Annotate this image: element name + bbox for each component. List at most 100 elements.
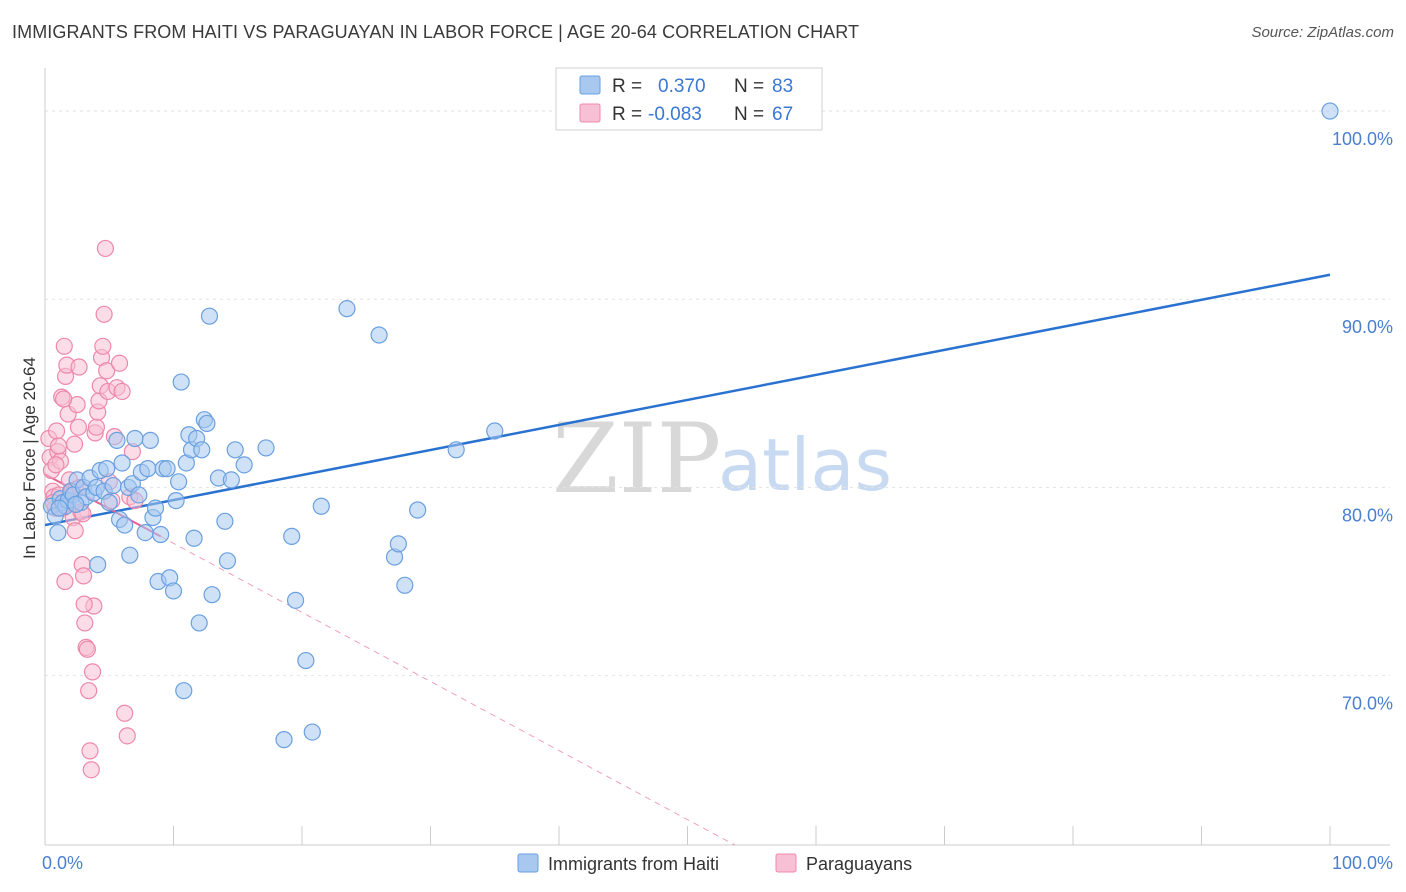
point-haiti-43 [170, 473, 188, 491]
point-haiti-22 [108, 431, 126, 449]
legend-r-label-paraguayans: R = [612, 104, 642, 125]
legend-r-label-haiti: R = [612, 76, 642, 97]
point-paraguayans-43 [95, 305, 113, 323]
point-paraguayans-37 [87, 418, 106, 436]
point-paraguayans-34 [83, 663, 102, 681]
point-haiti-21 [104, 476, 122, 495]
point-paraguayans-53 [116, 704, 134, 722]
point-paraguayans-6 [47, 422, 66, 440]
x-tick-label-0: 0.0% [42, 853, 83, 873]
point-paraguayans-42 [94, 337, 112, 355]
point-paraguayans-61 [56, 572, 74, 591]
point-paraguayans-60 [47, 456, 65, 474]
point-haiti-54 [198, 414, 216, 433]
legend-r-value-haiti: 0.370 [658, 76, 706, 97]
legend-n-label-paraguayans: N = [734, 104, 764, 125]
point-paraguayans-58 [49, 437, 68, 455]
point-paraguayans-62 [75, 595, 93, 613]
series-legend-label-haiti: Immigrants from Haiti [548, 854, 719, 874]
point-haiti-20 [100, 493, 118, 512]
point-haiti-32 [139, 460, 157, 478]
point-haiti-79 [121, 546, 139, 564]
series-legend-swatch-paraguayans [775, 853, 797, 873]
point-haiti-33 [141, 431, 159, 449]
point-haiti-66 [286, 591, 305, 609]
point-haiti-80 [67, 495, 85, 513]
point-haiti-39 [158, 460, 176, 478]
watermark-atlas: atlas [718, 423, 892, 507]
point-haiti-49 [185, 529, 203, 547]
y-tick-label-1: 80.0% [1342, 505, 1393, 525]
point-paraguayans-28 [76, 614, 94, 632]
y-tick-label-3: 100.0% [1332, 129, 1393, 149]
legend-r-value-paraguayans: -0.083 [648, 104, 702, 125]
point-paraguayans-51 [110, 354, 129, 372]
gridlines [45, 110, 1390, 677]
legend-swatch-paraguayans [579, 103, 601, 123]
point-paraguayans-27 [74, 567, 93, 585]
point-haiti-65 [283, 527, 301, 545]
point-paraguayans-23 [69, 418, 88, 436]
point-haiti-77 [486, 422, 504, 440]
point-paraguayans-30 [78, 640, 97, 658]
source-credit: Source: ZipAtlas.com [1251, 24, 1394, 41]
point-haiti-61 [226, 441, 244, 459]
point-paraguayans-33 [82, 761, 100, 779]
point-paraguayans-31 [80, 682, 98, 700]
point-haiti-81 [50, 499, 68, 517]
point-haiti-42 [167, 492, 185, 510]
point-haiti-45 [175, 682, 193, 700]
y-tick-label-2: 90.0% [1342, 317, 1393, 337]
trend-line-0 [44, 273, 1331, 527]
point-haiti-35 [146, 499, 165, 517]
point-haiti-63 [257, 439, 275, 457]
point-paraguayans-44 [96, 239, 114, 258]
legend-n-label-haiti: N = [734, 76, 764, 97]
legend: R = 0.370 N = 83 R = -0.083 N = 67 [555, 67, 823, 131]
point-haiti-25 [116, 516, 134, 534]
point-haiti-3 [49, 523, 67, 542]
data-points [40, 102, 1339, 779]
y-axis-label: In Labor Force | Age 20-64 [20, 357, 39, 559]
trend-line-dashed-1 [160, 535, 736, 846]
point-haiti-67 [297, 651, 315, 670]
point-paraguayans-52 [113, 382, 131, 401]
point-haiti-58 [216, 512, 234, 530]
point-haiti-75 [409, 501, 427, 519]
chart-title: IMMIGRANTS FROM HAITI VS PARAGUAYAN IN L… [12, 22, 860, 42]
point-haiti-19 [98, 460, 116, 478]
point-haiti-24 [113, 454, 131, 472]
point-haiti-74 [396, 576, 414, 594]
point-haiti-68 [303, 723, 321, 741]
point-haiti-70 [338, 300, 356, 318]
point-haiti-44 [172, 373, 190, 391]
series-legend-swatch-haiti [517, 853, 539, 873]
point-haiti-55 [200, 307, 219, 325]
point-haiti-78 [89, 555, 107, 574]
point-haiti-71 [370, 326, 388, 344]
point-haiti-56 [203, 586, 221, 604]
point-paraguayans-32 [81, 742, 99, 760]
x-tick-label-1: 100.0% [1332, 853, 1393, 873]
point-haiti-52 [193, 441, 211, 459]
series-legend: Immigrants from Haiti Paraguayans [517, 853, 912, 874]
point-haiti-37 [152, 525, 170, 544]
point-haiti-28 [126, 429, 144, 448]
x-tick-labels: 0.0% 100.0% [42, 853, 1393, 873]
watermark-zip: ZIP [552, 403, 721, 515]
point-paraguayans-12 [55, 337, 73, 355]
watermark: ZIP atlas [552, 403, 892, 515]
series-legend-label-paraguayans: Paraguayans [806, 854, 912, 874]
legend-swatch-haiti [579, 75, 601, 95]
point-paraguayans-63 [70, 358, 88, 376]
point-haiti-64 [275, 731, 293, 749]
point-haiti-51 [190, 614, 208, 632]
point-paraguayans-54 [118, 727, 136, 745]
point-haiti-31 [136, 523, 154, 542]
point-haiti-73 [389, 535, 407, 553]
point-haiti-0 [1321, 102, 1339, 120]
point-haiti-62 [235, 456, 253, 474]
point-haiti-69 [312, 497, 330, 515]
legend-n-value-paraguayans: 67 [772, 104, 793, 125]
